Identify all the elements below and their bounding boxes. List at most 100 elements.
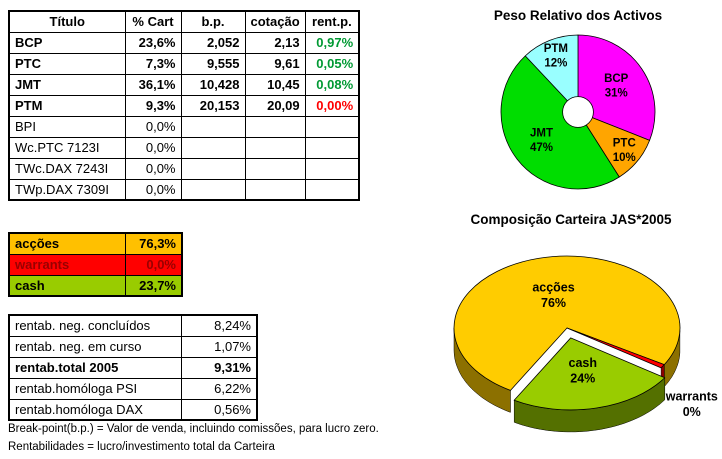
- column-header: rent.p.: [304, 10, 360, 33]
- allocation-table: acções 76,3% warrants 0,0% cash 23,7%: [8, 232, 183, 297]
- return-label-cell[interactable]: rentab. neg. em curso: [8, 335, 182, 358]
- table-row: rentab. neg. em curso 1,07%: [8, 335, 258, 358]
- pie-slice-acções[interactable]: [453, 255, 681, 391]
- titulo-cell[interactable]: PTC: [8, 52, 126, 75]
- return-value-cell[interactable]: 8,24%: [180, 314, 258, 337]
- cotacao-cell[interactable]: [244, 115, 306, 138]
- pie-slice-PTM[interactable]: [524, 34, 579, 113]
- titulo-cell[interactable]: Wc.PTC 7123I: [8, 136, 126, 159]
- rentp-cell[interactable]: 0,00%: [304, 94, 360, 117]
- pie-slice-BCP[interactable]: [577, 34, 656, 141]
- pie-slice-warrants[interactable]: [566, 327, 665, 369]
- alloc-label-cell[interactable]: cash: [8, 274, 126, 297]
- allocation-table-body: acções 76,3% warrants 0,0% cash 23,7%: [8, 232, 183, 297]
- table-row: rentab. neg. concluídos 8,24%: [8, 314, 258, 337]
- titulo-cell[interactable]: TWp.DAX 7309I: [8, 178, 126, 201]
- positions-table-body: BCP 23,6% 2,052 2,13 0,97% PTC 7,3% 9,555 9,61 0,…: [8, 31, 360, 201]
- alloc-label-cell[interactable]: warrants: [8, 253, 126, 276]
- returns-table-body: rentab. neg. concluídos 8,24% rentab. neg.…: [8, 314, 258, 421]
- pie-slice-cash[interactable]: [513, 337, 666, 411]
- titulo-cell[interactable]: BCP: [8, 31, 126, 54]
- titulo-cell[interactable]: BPI: [8, 115, 126, 138]
- titulo-cell[interactable]: PTM: [8, 94, 126, 117]
- titulo-cell[interactable]: TWc.DAX 7243I: [8, 157, 126, 180]
- table-row: rentab.homóloga DAX 0,56%: [8, 398, 258, 421]
- return-value-cell[interactable]: 9,31%: [180, 356, 258, 379]
- column-header: % Cart: [124, 10, 182, 33]
- rentp-cell[interactable]: [304, 115, 360, 138]
- table-row: rentab.homóloga PSI 6,22%: [8, 377, 258, 400]
- rentp-cell[interactable]: 0,08%: [304, 73, 360, 96]
- cotacao-cell[interactable]: 2,13: [244, 31, 306, 54]
- table-row: TWc.DAX 7243I 0,0%: [8, 157, 360, 180]
- alloc-value-cell[interactable]: 0,0%: [124, 253, 183, 276]
- rentp-cell[interactable]: 0,97%: [304, 31, 360, 54]
- rentp-cell[interactable]: [304, 136, 360, 159]
- return-value-cell[interactable]: 1,07%: [180, 335, 258, 358]
- column-header: b.p.: [180, 10, 246, 33]
- return-label-cell[interactable]: rentab.homóloga DAX: [8, 398, 182, 421]
- cart-cell[interactable]: 0,0%: [124, 157, 182, 180]
- alloc-value-cell[interactable]: 23,7%: [124, 274, 183, 297]
- alloc-value-cell[interactable]: 76,3%: [124, 232, 183, 255]
- rentabilidades-note: Rentabilidades = lucro/investimento tota…: [8, 441, 275, 453]
- table-row: BCP 23,6% 2,052 2,13 0,97%: [8, 31, 360, 54]
- bp-cell[interactable]: [180, 157, 246, 180]
- positions-table-head: Título% Cart b.p. cotação rent.p.: [8, 10, 360, 33]
- pie3d-chart: acções 76% warrants 0% cash 24%: [453, 255, 718, 433]
- table-row: JMT 36,1% 10,428 10,45 0,08%: [8, 73, 360, 96]
- pie-slice-label: PTC 10%: [613, 137, 636, 164]
- table-row: PTM 9,3% 20,153 20,09 0,00%: [8, 94, 360, 117]
- bp-cell[interactable]: 2,052: [180, 31, 246, 54]
- table-row: cash 23,7%: [8, 274, 183, 297]
- table-row: rentab.total 2005 9,31%: [8, 356, 258, 379]
- cart-cell[interactable]: 7,3%: [124, 52, 182, 75]
- pie-slice-label: JMT 47%: [530, 127, 553, 154]
- return-label-cell[interactable]: rentab.total 2005: [8, 356, 182, 379]
- return-label-cell[interactable]: rentab.homóloga PSI: [8, 377, 182, 400]
- bp-cell[interactable]: 20,153: [180, 94, 246, 117]
- cart-cell[interactable]: 0,0%: [124, 136, 182, 159]
- rentp-cell[interactable]: [304, 157, 360, 180]
- donut-chart-title: Peso Relativo dos Activos: [493, 8, 663, 23]
- table-row: BPI 0,0%: [8, 115, 360, 138]
- titulo-cell[interactable]: JMT: [8, 73, 126, 96]
- pie3d-chart-title: Composição Carteira JAS*2005: [470, 212, 672, 227]
- table-row: PTC 7,3% 9,555 9,61 0,05%: [8, 52, 360, 75]
- bp-cell[interactable]: [180, 178, 246, 201]
- bp-cell[interactable]: 10,428: [180, 73, 246, 96]
- cart-cell[interactable]: 36,1%: [124, 73, 182, 96]
- table-row: warrants 0,0%: [8, 253, 183, 276]
- return-label-cell[interactable]: rentab. neg. concluídos: [8, 314, 182, 337]
- cotacao-cell[interactable]: 10,45: [244, 73, 306, 96]
- bp-cell[interactable]: 9,555: [180, 52, 246, 75]
- table-row: Wc.PTC 7123I 0,0%: [8, 136, 360, 159]
- returns-table: rentab. neg. concluídos 8,24% rentab. neg.…: [8, 314, 258, 421]
- pie-slice-label: cash 24%: [569, 356, 598, 386]
- bp-cell[interactable]: [180, 115, 246, 138]
- return-value-cell[interactable]: 6,22%: [180, 377, 258, 400]
- bp-cell[interactable]: [180, 136, 246, 159]
- rentp-cell[interactable]: 0,05%: [304, 52, 360, 75]
- positions-table: Título% Cart b.p. cotação rent.p. BCP 23,6% 2…: [8, 10, 361, 201]
- header-row: Título% Cart b.p. cotação rent.p.: [8, 10, 360, 33]
- alloc-label-cell[interactable]: acções: [8, 232, 126, 255]
- cotacao-cell[interactable]: [244, 157, 306, 180]
- table-row: TWp.DAX 7309I 0,0%: [8, 178, 360, 201]
- cotacao-cell[interactable]: 9,61: [244, 52, 306, 75]
- pie-slice-label: warrants 0%: [665, 390, 718, 420]
- pie-slice-JMT[interactable]: [500, 55, 620, 190]
- cotacao-cell[interactable]: [244, 136, 306, 159]
- breakpoint-note: Break-point(b.p.) = Valor de venda, incl…: [8, 423, 379, 435]
- cart-cell[interactable]: 0,0%: [124, 178, 182, 201]
- cart-cell[interactable]: 9,3%: [124, 94, 182, 117]
- cart-cell[interactable]: 0,0%: [124, 115, 182, 138]
- cotacao-cell[interactable]: 20,09: [244, 94, 306, 117]
- column-header: cotação: [244, 10, 306, 33]
- cotacao-cell[interactable]: [244, 178, 306, 201]
- table-row: acções 76,3%: [8, 232, 183, 255]
- return-value-cell[interactable]: 0,56%: [180, 398, 258, 421]
- cart-cell[interactable]: 23,6%: [124, 31, 182, 54]
- rentp-cell[interactable]: [304, 178, 360, 201]
